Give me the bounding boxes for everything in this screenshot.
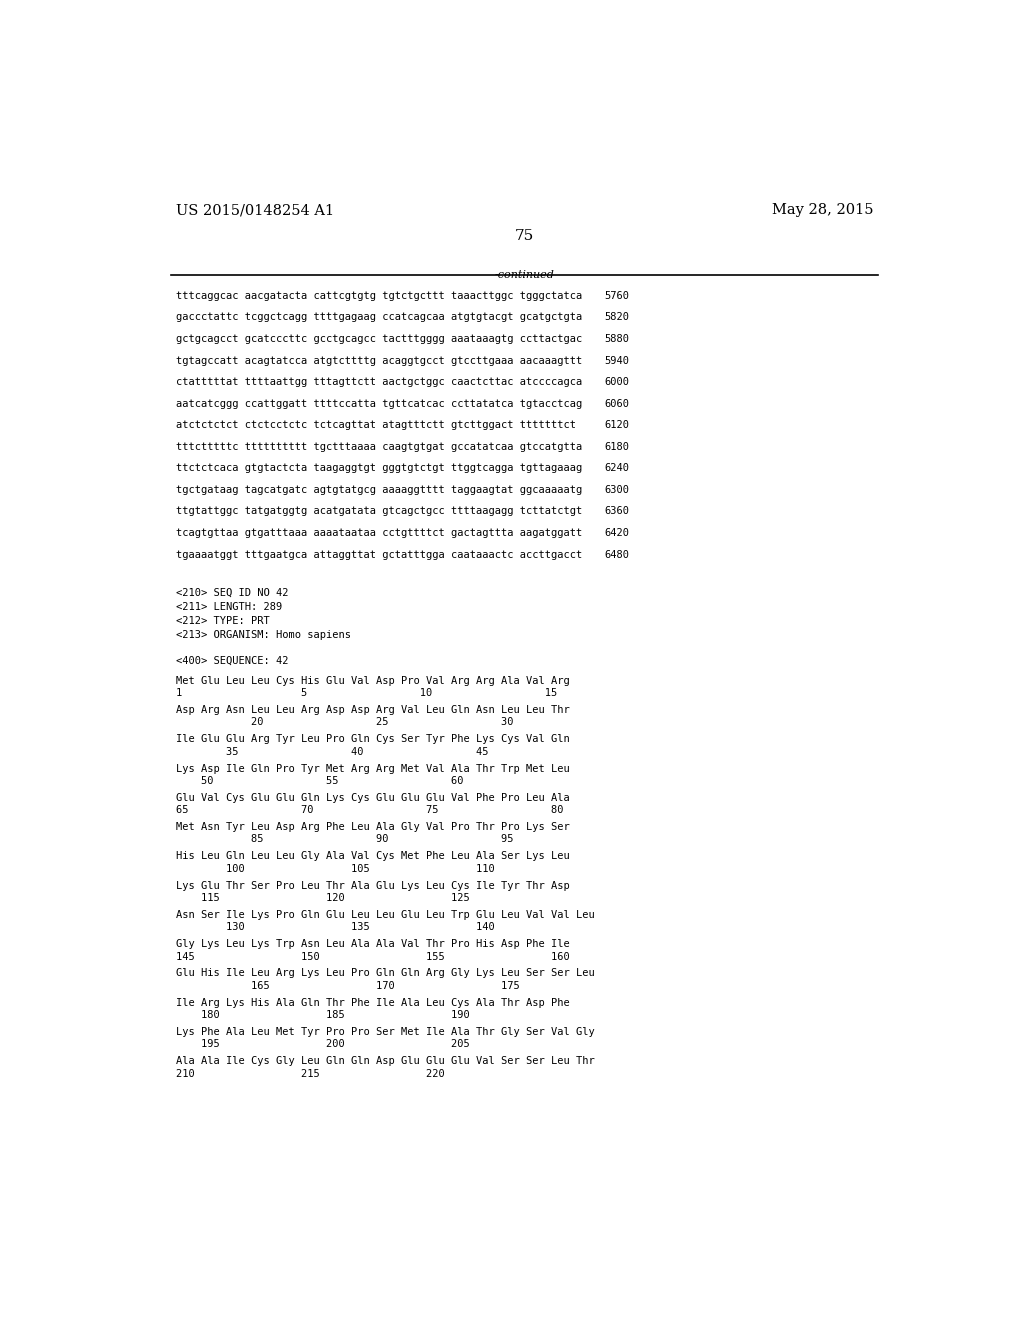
Text: <212> TYPE: PRT: <212> TYPE: PRT: [176, 615, 269, 626]
Text: 145                 150                 155                 160: 145 150 155 160: [176, 952, 569, 961]
Text: <211> LENGTH: 289: <211> LENGTH: 289: [176, 602, 283, 612]
Text: <400> SEQUENCE: 42: <400> SEQUENCE: 42: [176, 656, 289, 665]
Text: Lys Phe Ala Leu Met Tyr Pro Pro Ser Met Ile Ala Thr Gly Ser Val Gly: Lys Phe Ala Leu Met Tyr Pro Pro Ser Met …: [176, 1027, 595, 1038]
Text: 100                 105                 110: 100 105 110: [176, 863, 495, 874]
Text: 50                  55                  60: 50 55 60: [176, 776, 464, 785]
Text: 6000: 6000: [604, 378, 630, 387]
Text: ttgtattggc tatgatggtg acatgatata gtcagctgcc ttttaagagg tcttatctgt: ttgtattggc tatgatggtg acatgatata gtcagct…: [176, 507, 583, 516]
Text: 6240: 6240: [604, 463, 630, 474]
Text: 5880: 5880: [604, 334, 630, 345]
Text: tgtagccatt acagtatcca atgtcttttg acaggtgcct gtccttgaaa aacaaagttt: tgtagccatt acagtatcca atgtcttttg acaggtg…: [176, 355, 583, 366]
Text: Met Asn Tyr Leu Asp Arg Phe Leu Ala Gly Val Pro Thr Pro Lys Ser: Met Asn Tyr Leu Asp Arg Phe Leu Ala Gly …: [176, 822, 569, 832]
Text: US 2015/0148254 A1: US 2015/0148254 A1: [176, 203, 334, 216]
Text: Met Glu Leu Leu Cys His Glu Val Asp Pro Val Arg Arg Ala Val Arg: Met Glu Leu Leu Cys His Glu Val Asp Pro …: [176, 676, 569, 686]
Text: <213> ORGANISM: Homo sapiens: <213> ORGANISM: Homo sapiens: [176, 630, 351, 640]
Text: Glu His Ile Leu Arg Lys Leu Pro Gln Gln Arg Gly Lys Leu Ser Ser Leu: Glu His Ile Leu Arg Lys Leu Pro Gln Gln …: [176, 969, 595, 978]
Text: tcagtgttaa gtgatttaaa aaaataataa cctgttttct gactagttta aagatggatt: tcagtgttaa gtgatttaaa aaaataataa cctgttt…: [176, 528, 583, 539]
Text: 6480: 6480: [604, 549, 630, 560]
Text: 65                  70                  75                  80: 65 70 75 80: [176, 805, 563, 816]
Text: gctgcagcct gcatcccttc gcctgcagcc tactttgggg aaataaagtg ccttactgac: gctgcagcct gcatcccttc gcctgcagcc tactttg…: [176, 334, 583, 345]
Text: -continued: -continued: [495, 271, 555, 280]
Text: 20                  25                  30: 20 25 30: [176, 718, 514, 727]
Text: 1                   5                  10                  15: 1 5 10 15: [176, 688, 557, 698]
Text: <210> SEQ ID NO 42: <210> SEQ ID NO 42: [176, 589, 289, 598]
Text: 5940: 5940: [604, 355, 630, 366]
Text: ttctctcaca gtgtactcta taagaggtgt gggtgtctgt ttggtcagga tgttagaaag: ttctctcaca gtgtactcta taagaggtgt gggtgtc…: [176, 463, 583, 474]
Text: 6060: 6060: [604, 399, 630, 409]
Text: 115                 120                 125: 115 120 125: [176, 892, 470, 903]
Text: atctctctct ctctcctctc tctcagttat atagtttctt gtcttggact tttttttct: atctctctct ctctcctctc tctcagttat atagttt…: [176, 420, 577, 430]
Text: Ile Glu Glu Arg Tyr Leu Pro Gln Cys Ser Tyr Phe Lys Cys Val Gln: Ile Glu Glu Arg Tyr Leu Pro Gln Cys Ser …: [176, 734, 569, 744]
Text: tttcaggcac aacgatacta cattcgtgtg tgtctgcttt taaacttggc tgggctatca: tttcaggcac aacgatacta cattcgtgtg tgtctgc…: [176, 290, 583, 301]
Text: Gly Lys Leu Lys Trp Asn Leu Ala Ala Val Thr Pro His Asp Phe Ile: Gly Lys Leu Lys Trp Asn Leu Ala Ala Val …: [176, 940, 569, 949]
Text: 165                 170                 175: 165 170 175: [176, 981, 520, 991]
Text: May 28, 2015: May 28, 2015: [772, 203, 873, 216]
Text: ctatttttat ttttaattgg tttagttctt aactgctggc caactcttac atccccagca: ctatttttat ttttaattgg tttagttctt aactgct…: [176, 378, 583, 387]
Text: tgaaaatggt tttgaatgca attaggttat gctatttgga caataaactc accttgacct: tgaaaatggt tttgaatgca attaggttat gctattt…: [176, 549, 583, 560]
Text: 6420: 6420: [604, 528, 630, 539]
Text: 130                 135                 140: 130 135 140: [176, 923, 495, 932]
Text: Ala Ala Ile Cys Gly Leu Gln Gln Asp Glu Glu Glu Val Ser Ser Leu Thr: Ala Ala Ile Cys Gly Leu Gln Gln Asp Glu …: [176, 1056, 595, 1067]
Text: 85                  90                  95: 85 90 95: [176, 834, 514, 845]
Text: Lys Glu Thr Ser Pro Leu Thr Ala Glu Lys Leu Cys Ile Tyr Thr Asp: Lys Glu Thr Ser Pro Leu Thr Ala Glu Lys …: [176, 880, 569, 891]
Text: 180                 185                 190: 180 185 190: [176, 1010, 470, 1020]
Text: Ile Arg Lys His Ala Gln Thr Phe Ile Ala Leu Cys Ala Thr Asp Phe: Ile Arg Lys His Ala Gln Thr Phe Ile Ala …: [176, 998, 569, 1007]
Text: tgctgataag tagcatgatc agtgtatgcg aaaaggtttt taggaagtat ggcaaaaatg: tgctgataag tagcatgatc agtgtatgcg aaaaggt…: [176, 484, 583, 495]
Text: 5760: 5760: [604, 290, 630, 301]
Text: Lys Asp Ile Gln Pro Tyr Met Arg Arg Met Val Ala Thr Trp Met Leu: Lys Asp Ile Gln Pro Tyr Met Arg Arg Met …: [176, 763, 569, 774]
Text: aatcatcggg ccattggatt ttttccatta tgttcatcac ccttatatca tgtacctcag: aatcatcggg ccattggatt ttttccatta tgttcat…: [176, 399, 583, 409]
Text: 195                 200                 205: 195 200 205: [176, 1039, 470, 1049]
Text: gaccctattc tcggctcagg ttttgagaag ccatcagcaa atgtgtacgt gcatgctgta: gaccctattc tcggctcagg ttttgagaag ccatcag…: [176, 313, 583, 322]
Text: Asn Ser Ile Lys Pro Gln Glu Leu Leu Glu Leu Trp Glu Leu Val Val Leu: Asn Ser Ile Lys Pro Gln Glu Leu Leu Glu …: [176, 909, 595, 920]
Text: 6360: 6360: [604, 507, 630, 516]
Text: Asp Arg Asn Leu Leu Arg Asp Asp Arg Val Leu Gln Asn Leu Leu Thr: Asp Arg Asn Leu Leu Arg Asp Asp Arg Val …: [176, 705, 569, 715]
Text: 5820: 5820: [604, 313, 630, 322]
Text: 75: 75: [515, 230, 535, 243]
Text: 210                 215                 220: 210 215 220: [176, 1069, 444, 1078]
Text: Glu Val Cys Glu Glu Gln Lys Cys Glu Glu Glu Val Phe Pro Leu Ala: Glu Val Cys Glu Glu Gln Lys Cys Glu Glu …: [176, 793, 569, 803]
Text: 6120: 6120: [604, 420, 630, 430]
Text: His Leu Gln Leu Leu Gly Ala Val Cys Met Phe Leu Ala Ser Lys Leu: His Leu Gln Leu Leu Gly Ala Val Cys Met …: [176, 851, 569, 862]
Text: tttctttttc tttttttttt tgctttaaaa caagtgtgat gccatatcaa gtccatgtta: tttctttttc tttttttttt tgctttaaaa caagtgt…: [176, 442, 583, 451]
Text: 6300: 6300: [604, 484, 630, 495]
Text: 35                  40                  45: 35 40 45: [176, 747, 488, 756]
Text: 6180: 6180: [604, 442, 630, 451]
